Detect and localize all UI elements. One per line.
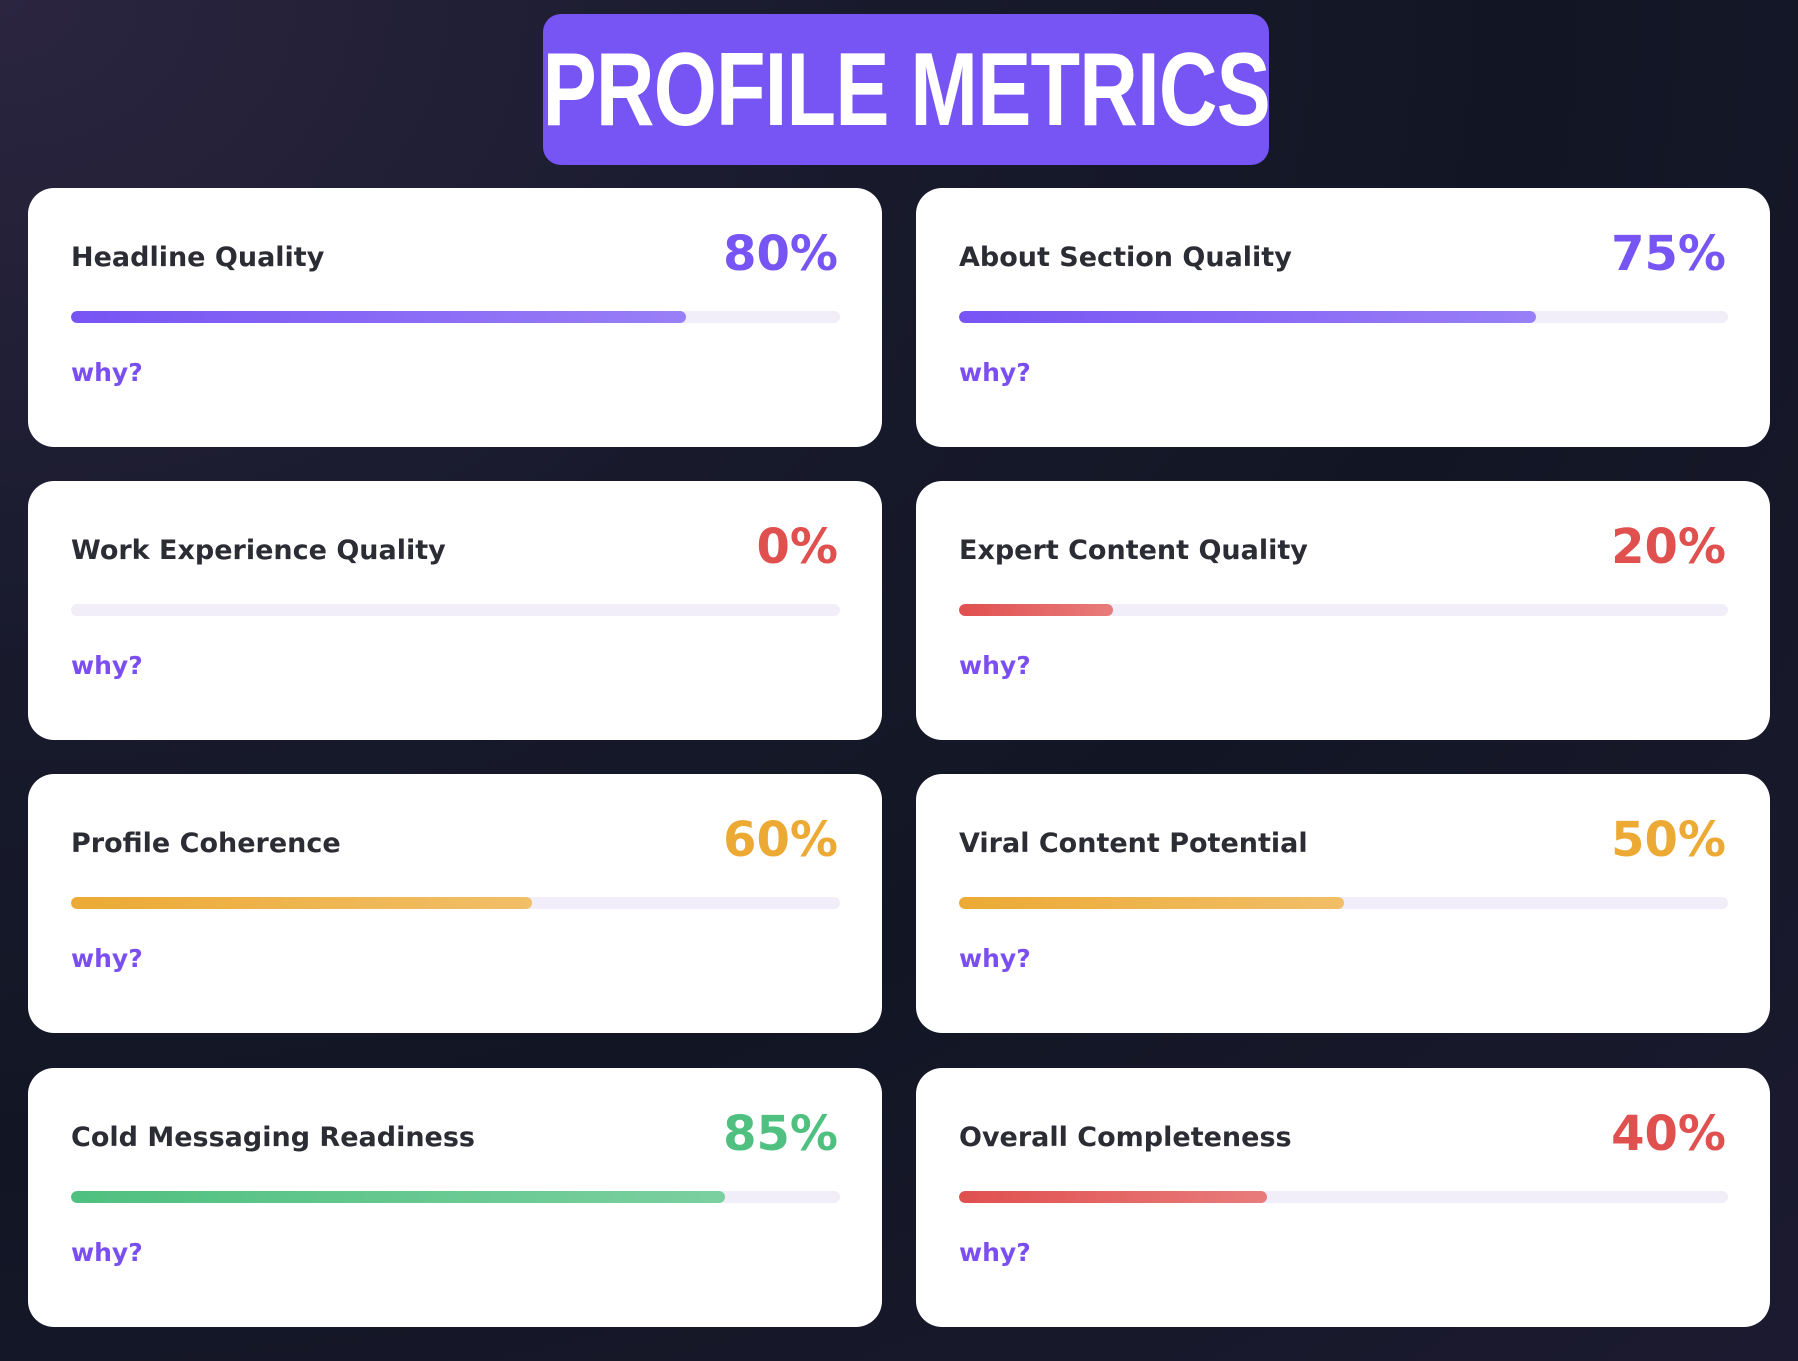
metric-value: 0% (756, 519, 839, 575)
why-link[interactable]: why? (71, 358, 143, 387)
progress-track (71, 311, 840, 323)
why-link[interactable]: why? (71, 944, 143, 973)
metric-value: 20% (1611, 519, 1726, 575)
metric-label: Cold Messaging Readiness (71, 1122, 475, 1153)
metric-label: Profile Coherence (71, 828, 341, 859)
metric-card-viral-content-potential: Viral Content Potential 50% why? (916, 774, 1770, 1033)
metric-value: 40% (1611, 1106, 1726, 1162)
metric-value: 50% (1611, 812, 1726, 868)
why-link[interactable]: why? (959, 358, 1031, 387)
why-link[interactable]: why? (71, 651, 143, 680)
metric-card-overall-completeness: Overall Completeness 40% why? (916, 1068, 1770, 1327)
why-link[interactable]: why? (959, 1238, 1031, 1267)
metric-value: 80% (723, 226, 838, 282)
metric-value: 60% (723, 812, 838, 868)
progress-track (959, 1191, 1728, 1203)
metric-label: About Section Quality (959, 242, 1292, 273)
progress-fill (959, 1191, 1267, 1203)
metric-label: Headline Quality (71, 242, 325, 273)
metric-label: Work Experience Quality (71, 535, 446, 566)
progress-fill (71, 1191, 725, 1203)
title-banner: PROFILE METRICS (542, 14, 1270, 165)
why-link[interactable]: why? (71, 1238, 143, 1267)
progress-fill (71, 311, 687, 323)
progress-track (71, 604, 840, 616)
metric-label: Expert Content Quality (959, 535, 1308, 566)
metric-value: 75% (1611, 226, 1726, 282)
progress-fill (959, 604, 1113, 616)
metric-label: Viral Content Potential (959, 828, 1308, 859)
why-link[interactable]: why? (959, 651, 1031, 680)
progress-track (959, 311, 1728, 323)
progress-track (959, 897, 1728, 909)
progress-fill (71, 897, 533, 909)
metric-card-profile-coherence: Profile Coherence 60% why? (28, 774, 882, 1033)
metric-card-headline-quality: Headline Quality 80% why? (28, 188, 882, 447)
metric-card-expert-content-quality: Expert Content Quality 20% why? (916, 481, 1770, 740)
metric-card-cold-messaging-readiness: Cold Messaging Readiness 85% why? (28, 1068, 882, 1327)
metric-value: 85% (723, 1106, 838, 1162)
metric-card-about-section-quality: About Section Quality 75% why? (916, 188, 1770, 447)
metric-label: Overall Completeness (959, 1122, 1292, 1153)
why-link[interactable]: why? (959, 944, 1031, 973)
page-title: PROFILE METRICS (542, 31, 1270, 148)
progress-fill (959, 311, 1536, 323)
metric-card-work-experience-quality: Work Experience Quality 0% why? (28, 481, 882, 740)
progress-track (959, 604, 1728, 616)
progress-fill (959, 897, 1344, 909)
progress-track (71, 1191, 840, 1203)
progress-track (71, 897, 840, 909)
